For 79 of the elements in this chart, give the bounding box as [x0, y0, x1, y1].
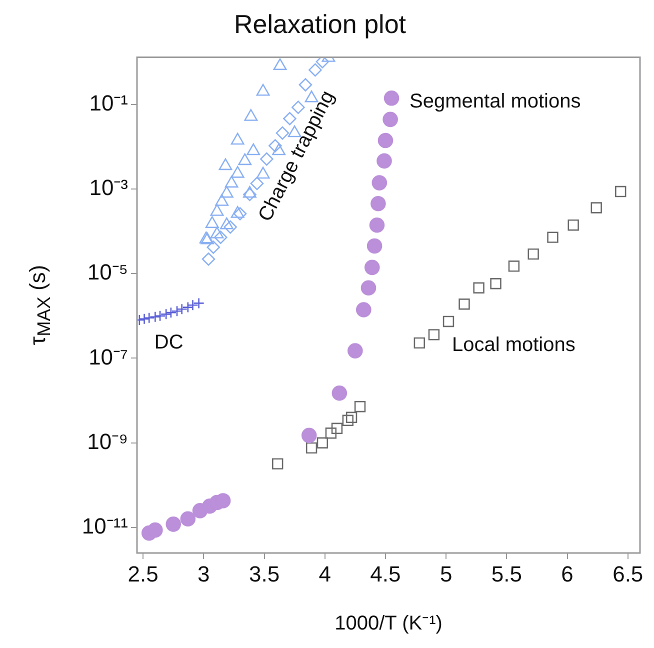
- point: [332, 385, 348, 401]
- point: [148, 522, 163, 538]
- x-tick-label: 6: [561, 561, 574, 586]
- point: [364, 260, 380, 276]
- point: [528, 248, 539, 260]
- point: [384, 90, 400, 106]
- series-label: Local motions: [452, 334, 576, 356]
- point: [176, 303, 188, 315]
- x-tick-label: 6.5: [612, 561, 644, 586]
- point: [206, 240, 220, 254]
- x-tick-label: 3.5: [248, 561, 280, 586]
- point: [166, 516, 182, 532]
- point: [171, 305, 183, 317]
- point: [182, 302, 194, 313]
- point: [568, 220, 579, 231]
- point: [214, 230, 228, 244]
- point: [442, 316, 454, 328]
- point: [187, 299, 198, 311]
- point: [301, 428, 317, 444]
- point: [331, 422, 343, 434]
- point: [360, 280, 376, 296]
- point: [590, 202, 602, 214]
- x-tick-label: 5.5: [491, 561, 522, 586]
- y-tick-label: 10⁻⁹: [87, 428, 128, 454]
- point: [547, 232, 558, 243]
- y-tick-label: 10⁻¹: [89, 90, 128, 116]
- point: [143, 312, 155, 324]
- point: [366, 238, 382, 254]
- point: [376, 153, 392, 169]
- point: [348, 343, 363, 358]
- x-tick-label: 4.5: [370, 561, 401, 586]
- point: [180, 511, 196, 527]
- point: [268, 139, 282, 152]
- series-label: Segmental motions: [410, 90, 581, 113]
- point: [160, 308, 172, 320]
- point: [378, 132, 394, 148]
- point: [342, 414, 354, 426]
- y-tick-label: 10⁻⁵: [87, 260, 128, 285]
- x-tick-label: 5: [440, 561, 452, 586]
- x-axis-title: 1000/T (K⁻¹): [334, 612, 442, 635]
- point: [193, 298, 204, 309]
- point: [370, 196, 386, 212]
- point: [233, 207, 247, 220]
- point: [354, 401, 366, 412]
- point: [369, 217, 385, 233]
- y-tick-label: 10⁻¹¹: [82, 514, 128, 539]
- point: [615, 186, 626, 198]
- point: [306, 442, 318, 454]
- point: [298, 78, 312, 92]
- point: [346, 412, 358, 424]
- point: [276, 126, 290, 140]
- point: [308, 63, 322, 77]
- point: [138, 313, 150, 325]
- y-tick-label: 10⁻³: [89, 175, 128, 200]
- point: [490, 278, 502, 290]
- chart-title: Relaxation plot: [234, 8, 407, 39]
- point: [165, 306, 177, 318]
- series-label: DC: [154, 332, 184, 354]
- point: [202, 252, 216, 266]
- point: [508, 260, 520, 272]
- point: [458, 298, 470, 310]
- point: [316, 57, 330, 68]
- point: [372, 175, 388, 190]
- x-tick-label: 2.5: [128, 561, 158, 586]
- point: [325, 428, 337, 439]
- point: [428, 329, 440, 340]
- point: [316, 437, 328, 448]
- y-tick-label: 10⁻⁷: [88, 344, 128, 370]
- point: [150, 311, 161, 323]
- point: [154, 310, 166, 322]
- point: [356, 302, 372, 318]
- x-tick-label: 3: [198, 561, 210, 586]
- x-tick-label: 4: [318, 561, 331, 586]
- point: [224, 220, 237, 234]
- point: [414, 337, 426, 349]
- point: [382, 112, 398, 128]
- point: [243, 188, 256, 202]
- point: [473, 282, 484, 294]
- point: [272, 458, 284, 470]
